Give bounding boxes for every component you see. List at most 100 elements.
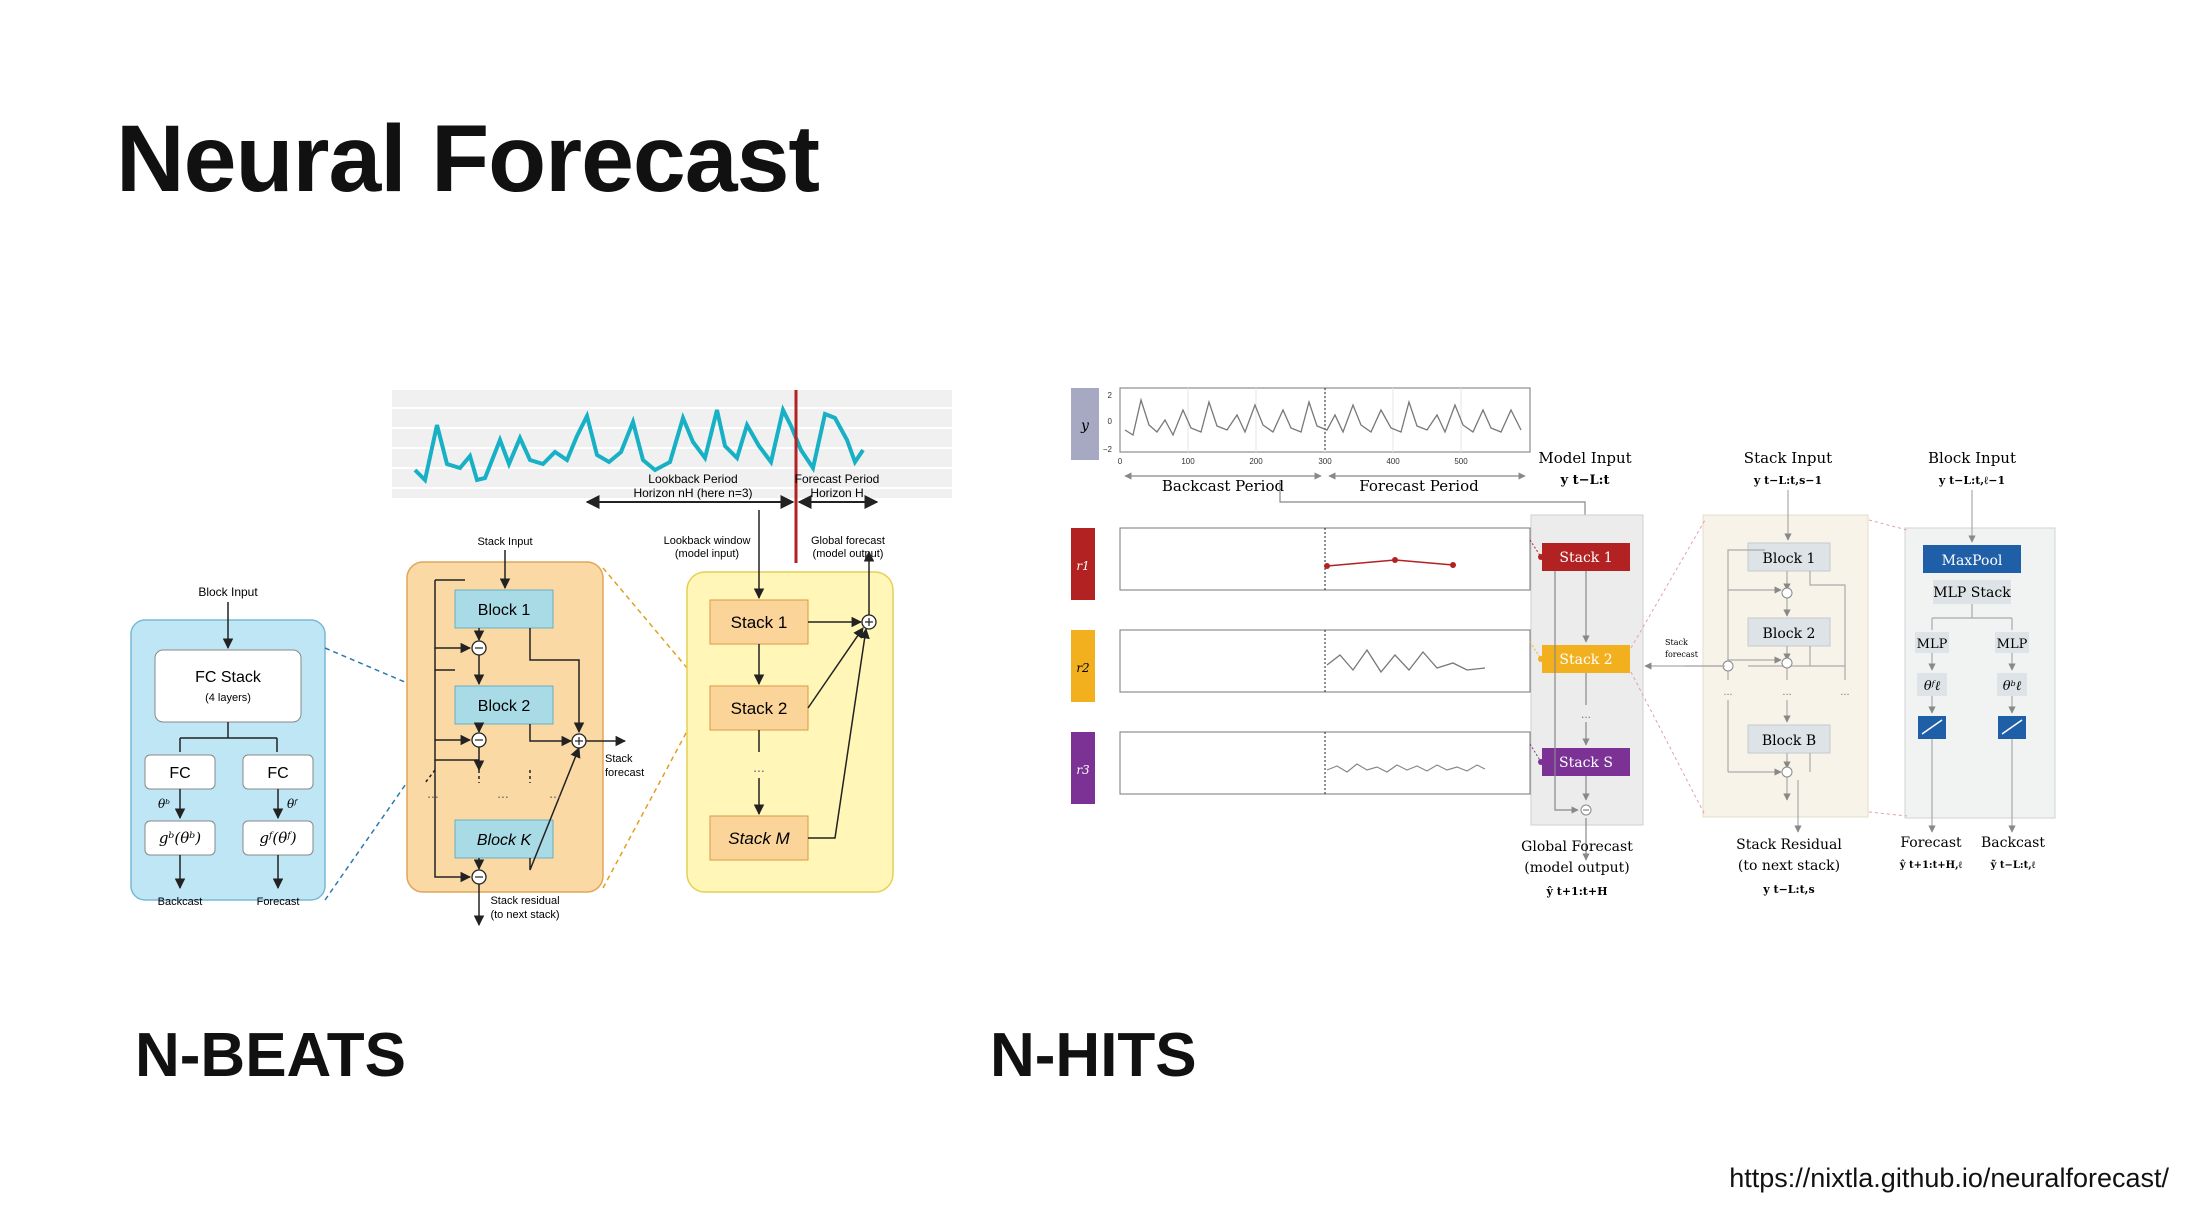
nbeats-forecast-label-out: Forecast (257, 896, 300, 908)
nhits-backcast-period: Backcast Period (1162, 477, 1285, 495)
nhits-stack-2-box (1542, 645, 1630, 673)
nhits-mlp-forecast: MLP (1917, 637, 1948, 652)
nhits-block-ellipsis-1: ... (1723, 686, 1732, 698)
nbeats-block-1: Block 1 (478, 602, 531, 619)
nhits-backcast-sym: ỹ t−L:t,ℓ (1990, 860, 2036, 871)
nbeats-fc-stack: FC Stack (195, 669, 262, 686)
nhits-stack-1: Stack 1 (1559, 550, 1612, 566)
nhits-stack-input: Stack Input (1744, 449, 1832, 467)
nbeats-fc-layers: (4 layers) (205, 692, 251, 704)
nhits-theta-f: θᶠℓ (1924, 679, 1941, 694)
nhits-forecast-period: Forecast Period (1359, 477, 1479, 495)
nhits-y-tick: −2 (1103, 445, 1113, 454)
nbeats-stack-m: Stack M (728, 829, 790, 848)
nbeats-model-output: (model output) (813, 548, 884, 560)
nbeats-stack-residual-2: (to next stack) (490, 909, 559, 921)
nhits-y-plot: y 2 0 −2 0 100 200 300 400 500 (1071, 387, 1531, 466)
nbeats-series-line (413, 404, 865, 485)
nbeats-global-forecast: Global forecast (811, 535, 885, 547)
nhits-global-forecast: Global Forecast (1521, 839, 1633, 855)
nhits-forecast-sym: ŷ t+1:t+H,ℓ (1899, 860, 1963, 871)
nbeats-block-k: Block K (477, 832, 533, 849)
nhits-maxpool: MaxPool (1942, 553, 2003, 569)
nbeats-stack-residual: Stack residual (490, 895, 559, 907)
nhits-model-input: Model Input (1538, 449, 1631, 467)
nbeats-stack-forecast: Stack (605, 753, 633, 765)
nhits-block-2: Block 2 (1763, 626, 1816, 642)
nhits-x-tick: 300 (1318, 457, 1332, 466)
nhits-stack-residual-2: (to next stack) (1738, 858, 1840, 874)
nhits-x-tick: 0 (1118, 457, 1123, 466)
nbeats-lookback-label: Lookback Period (648, 472, 737, 486)
nbeats-stack-ellipsis: ... (753, 759, 765, 775)
nhits-backcast: Backcast (1981, 835, 2045, 851)
nbeats-block-panel: Block Input FC Stack (4 layers) FC FC θᵇ… (130, 585, 326, 908)
nhits-stack-1-box (1542, 543, 1630, 571)
nhits-block-ellipsis-2: ... (1782, 686, 1791, 698)
nhits-stack-forecast: Stack (1665, 638, 1688, 647)
nhits-block-b: Block B (1762, 733, 1816, 749)
nbeats-series-strip (392, 390, 952, 563)
nhits-r1-label: r1 (1076, 559, 1089, 573)
nhits-r2-plot: r2 (1071, 629, 1531, 702)
slide-title: Neural Forecast (116, 106, 820, 212)
nhits-global-forecast-2: (model output) (1524, 860, 1629, 876)
nhits-stack-s: Stack S (1559, 755, 1613, 771)
nhits-mlp-backcast: MLP (1997, 637, 2028, 652)
nhits-r2-label: r2 (1076, 661, 1089, 675)
nbeats-theta-b: θᵇ (158, 797, 170, 811)
nhits-block-input: Block Input (1928, 449, 2016, 467)
nhits-stack-forecast-2: forecast (1665, 650, 1699, 659)
nbeats-stack-2: Stack 2 (731, 699, 788, 718)
nhits-y-tick: 0 (1108, 417, 1113, 426)
nhits-y-label: y (1080, 418, 1090, 434)
source-url[interactable]: https://nixtla.github.io/neuralforecast/ (1729, 1163, 2169, 1193)
nhits-x-tick: 400 (1386, 457, 1400, 466)
nbeats-ellipsis-2: ... (497, 785, 509, 801)
nhits-stack-residual: Stack Residual (1736, 837, 1842, 853)
nbeats-forecast-label: Forecast Period (795, 472, 880, 486)
nbeats-forecast-horizon: Horizon H (810, 486, 863, 500)
nbeats-fc-forecast: FC (267, 765, 288, 782)
nhits-theta-b: θᵇℓ (2003, 679, 2022, 694)
nhits-x-tick: 100 (1181, 457, 1195, 466)
nhits-model-input-sym: y t−L:t (1560, 473, 1610, 488)
nhits-caption: N-HITS (990, 1021, 1197, 1090)
nhits-r1-plot: r1 (1071, 527, 1531, 600)
nhits-stack-residual-sym: y t−L:t,s (1762, 883, 1814, 896)
nhits-stack-ellipsis: ... (1581, 707, 1591, 721)
nbeats-block-2: Block 2 (478, 698, 531, 715)
nbeats-model-input: (model input) (675, 548, 739, 560)
nhits-x-tick: 500 (1454, 457, 1468, 466)
nhits-stack-s-box (1542, 748, 1630, 776)
nbeats-stack-forecast-2: forecast (605, 767, 644, 779)
nbeats-caption: N-BEATS (135, 1021, 406, 1090)
nbeats-stack-panel: Stack Input Block 1 Block 2 Block K (406, 536, 644, 927)
nbeats-theta-f: θᶠ (287, 797, 298, 811)
nhits-r3-plot: r3 (1071, 731, 1531, 804)
nbeats-lookback-window: Lookback window (664, 535, 751, 547)
nbeats-lookback-horizon: Horizon nH (here n=3) (633, 486, 752, 500)
nbeats-block-input-label: Block Input (198, 585, 258, 599)
nbeats-diagram: Lookback Period Horizon nH (here n=3) Fo… (130, 390, 952, 927)
nhits-y-tick: 2 (1108, 391, 1113, 400)
nhits-diagram: y 2 0 −2 0 100 200 300 400 500 Backcast … (1071, 387, 2056, 898)
nhits-x-tick: 200 (1249, 457, 1263, 466)
nbeats-ellipsis-3: ... (549, 785, 561, 801)
nbeats-g-b: gᵇ(θᵇ) (159, 829, 201, 847)
nhits-block-1: Block 1 (1763, 551, 1816, 567)
nbeats-stack-input-label: Stack Input (477, 536, 532, 548)
nbeats-fc-backcast: FC (169, 765, 190, 782)
nhits-block-input-sym: y t−L:t,ℓ−1 (1938, 474, 2005, 487)
nbeats-model-panel: Stack 1 Stack 2 ... Stack M (686, 510, 894, 893)
nhits-r3-label: r3 (1076, 763, 1090, 777)
nbeats-g-f: gᶠ(θᶠ) (259, 829, 296, 847)
nhits-block-ellipsis-3: ... (1840, 686, 1849, 698)
nhits-stack-2: Stack 2 (1559, 652, 1612, 668)
nbeats-backcast-label: Backcast (158, 896, 203, 908)
nhits-global-forecast-sym: ŷ t+1:t+H (1546, 885, 1608, 898)
nbeats-stack-1: Stack 1 (731, 613, 788, 632)
nhits-mlp-stack: MLP Stack (1933, 585, 2011, 601)
nbeats-ellipsis-1: ... (427, 785, 439, 801)
nhits-forecast: Forecast (1900, 835, 1962, 851)
